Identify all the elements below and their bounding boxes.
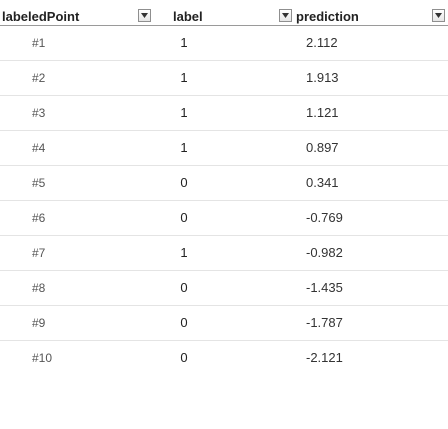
row-label: 0 xyxy=(180,175,188,190)
row-prediction: -0.982 xyxy=(306,245,343,260)
filter-dropdown-icon[interactable] xyxy=(432,9,445,22)
row-prediction: -0.769 xyxy=(306,210,343,225)
row-id: #9 xyxy=(32,316,46,330)
row-id: #7 xyxy=(32,246,46,260)
row-id: #5 xyxy=(32,176,46,190)
row-label: 0 xyxy=(180,280,188,295)
header-labeledpoint: labeledPoint xyxy=(0,8,152,25)
row-label: 1 xyxy=(180,245,188,260)
row-label: 0 xyxy=(180,350,188,365)
row-id: #6 xyxy=(32,211,46,225)
row-label: 0 xyxy=(180,210,188,225)
top-strip xyxy=(0,0,448,8)
table-header: labeledPoint label prediction xyxy=(0,8,448,26)
table-row: #5 0 0.341 xyxy=(0,166,448,201)
table-row: #6 0 -0.769 xyxy=(0,201,448,236)
header-labeledpoint-label: labeledPoint xyxy=(2,9,80,24)
row-label: 0 xyxy=(180,315,188,330)
table-row: #10 0 -2.121 xyxy=(0,341,448,375)
row-prediction: 1.913 xyxy=(306,70,339,85)
header-label-label: label xyxy=(173,9,203,24)
filter-dropdown-icon[interactable] xyxy=(279,9,292,22)
header-prediction: prediction xyxy=(292,8,448,25)
row-id: #4 xyxy=(32,141,46,155)
row-prediction: 2.112 xyxy=(306,35,338,50)
row-label: 1 xyxy=(180,105,188,120)
row-id: #3 xyxy=(32,106,46,120)
row-label: 1 xyxy=(180,35,188,50)
row-id: #10 xyxy=(32,351,53,365)
row-prediction: 0.341 xyxy=(306,175,339,190)
table-row: #7 1 -0.982 xyxy=(0,236,448,271)
filter-dropdown-icon[interactable] xyxy=(138,9,151,22)
row-prediction: -1.787 xyxy=(306,315,343,330)
header-prediction-label: prediction xyxy=(296,9,359,24)
table-row: #2 1 1.913 xyxy=(0,61,448,96)
row-id: #8 xyxy=(32,281,46,295)
table-row: #8 0 -1.435 xyxy=(0,271,448,306)
table-row: #9 0 -1.787 xyxy=(0,306,448,341)
row-prediction: -2.121 xyxy=(306,350,343,365)
row-prediction: -1.435 xyxy=(306,280,343,295)
row-prediction: 0.897 xyxy=(306,140,339,155)
row-id: #2 xyxy=(32,71,46,85)
table-row: #4 1 0.897 xyxy=(0,131,448,166)
table-row: #3 1 1.121 xyxy=(0,96,448,131)
table-row: #1 1 2.112 xyxy=(0,26,448,61)
row-id: #1 xyxy=(32,36,46,50)
row-prediction: 1.121 xyxy=(306,105,339,120)
header-label: label xyxy=(152,8,292,25)
row-label: 1 xyxy=(180,70,188,85)
row-label: 1 xyxy=(180,140,188,155)
